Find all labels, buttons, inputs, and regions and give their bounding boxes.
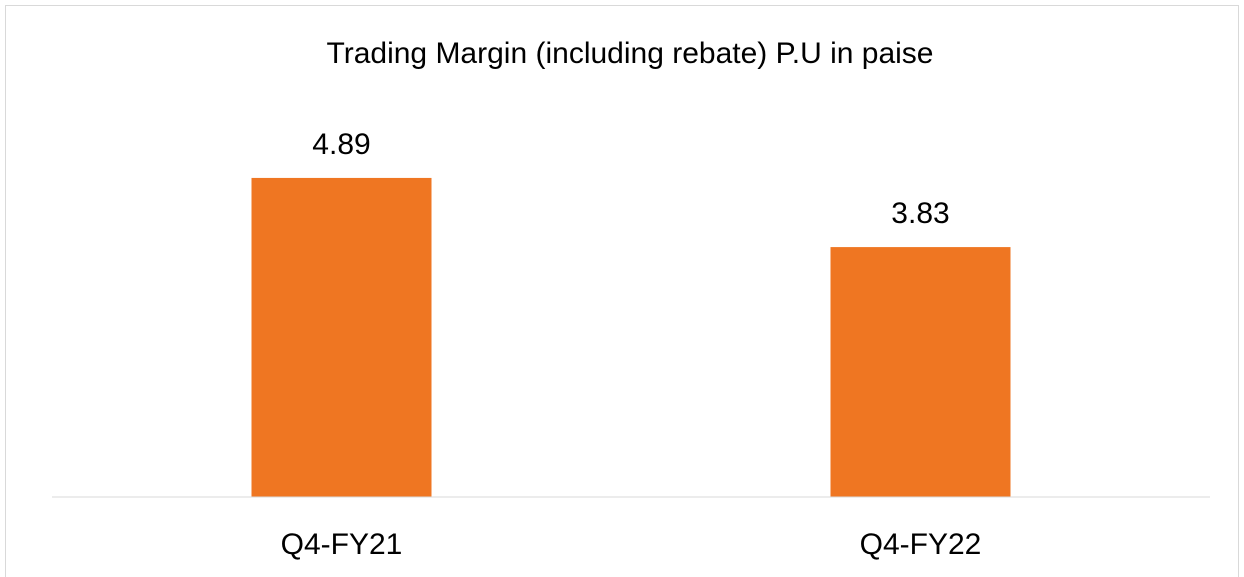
x-tick-label: Q4-FY21 (281, 528, 403, 561)
data-label: 4.89 (312, 128, 370, 161)
x-tick-label: Q4-FY22 (860, 528, 982, 561)
data-label: 3.83 (891, 197, 949, 230)
chart-title: Trading Margin (including rebate) P.U in… (327, 37, 934, 70)
bar (830, 247, 1011, 497)
chart-border (5, 5, 1239, 577)
bar (251, 177, 432, 498)
